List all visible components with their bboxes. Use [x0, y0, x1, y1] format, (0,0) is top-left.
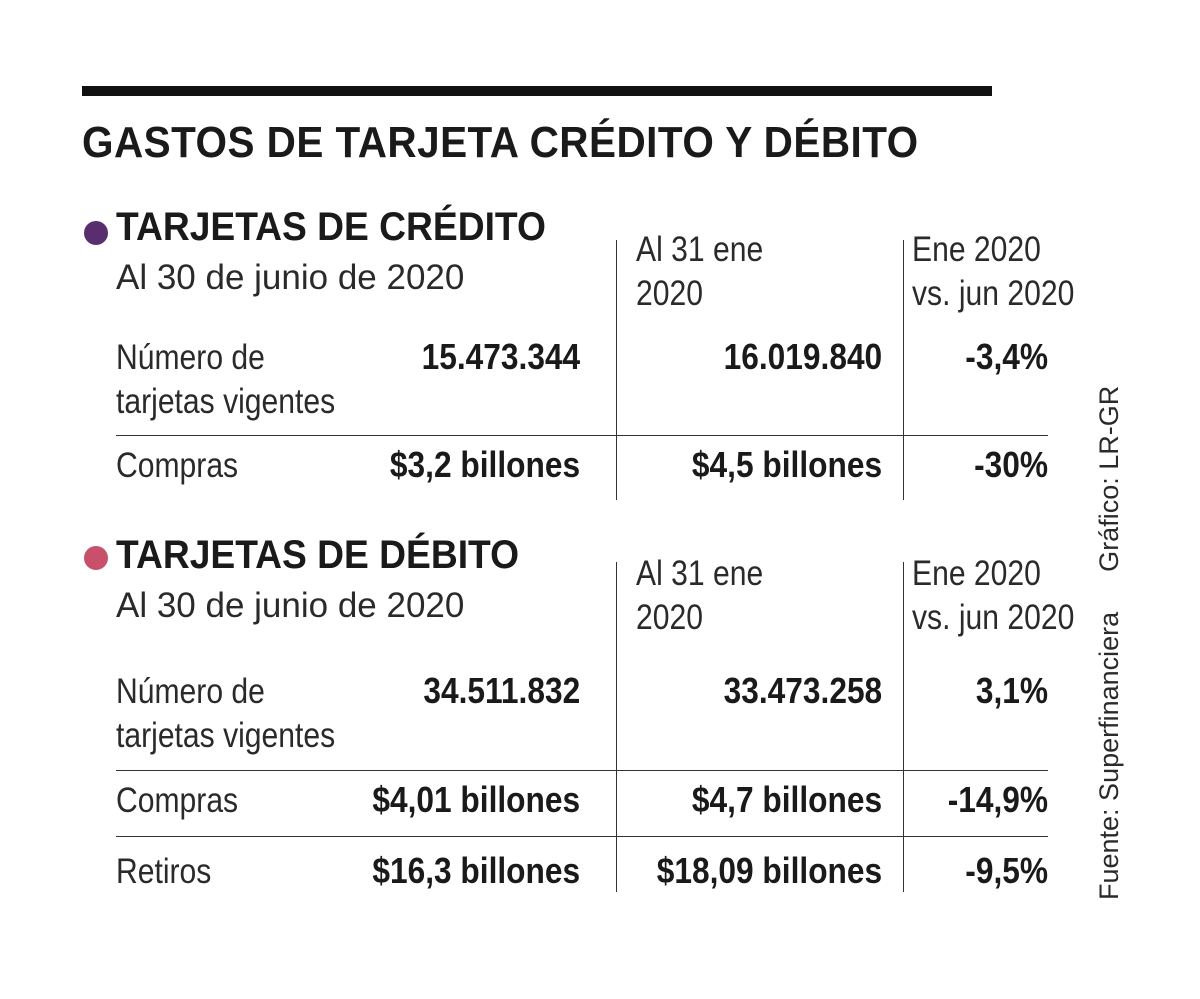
debit-col3-header: Ene 2020 vs. jun 2020: [912, 554, 1075, 637]
debit-row-cards-label: Número de tarjetas vigentes: [116, 672, 336, 755]
debit-row-divider-1: [116, 770, 1048, 771]
debit-purchases-current: $4,01 billones: [372, 779, 580, 820]
credit-col3-header: Ene 2020 vs. jun 2020: [912, 230, 1075, 313]
debit-row-divider-2: [116, 836, 1048, 837]
debit-subtitle: Al 30 de junio de 2020: [116, 586, 465, 625]
debit-section-title: TARJETAS DE DÉBITO: [116, 533, 520, 577]
debit-purchases-change: -14,9%: [947, 779, 1048, 820]
credit-cards-current: 15.473.344: [421, 336, 580, 377]
credit-divider-1: [616, 240, 617, 500]
debit-row-purchases-label: Compras: [116, 781, 239, 820]
credit-cards-change: -3,4%: [965, 336, 1048, 377]
top-rule: [82, 86, 992, 96]
debit-withdrawals-change: -9,5%: [965, 850, 1048, 891]
credit-subtitle: Al 30 de junio de 2020: [116, 258, 465, 297]
credit-purchases-change: -30%: [974, 444, 1048, 485]
graphic-credit-text: Gráfico: LR-GR: [1094, 385, 1124, 572]
page-title: GASTOS DE TARJETA CRÉDITO Y DÉBITO: [82, 118, 919, 167]
debit-divider-2: [903, 562, 904, 892]
debit-purchases-jan: $4,7 billones: [691, 779, 882, 820]
credit-row-purchases-label: Compras: [116, 446, 239, 485]
credit-col2-header: Al 31 ene 2020: [636, 230, 764, 313]
debit-dot-icon: [84, 546, 108, 570]
debit-row-withdrawals-label: Retiros: [116, 852, 212, 891]
credit-purchases-current: $3,2 billones: [389, 444, 580, 485]
source-credit-text: Fuente: Superfinanciera Gráfico: LR-GR: [1094, 386, 1125, 900]
credit-cards-jan: 16.019.840: [723, 336, 882, 377]
debit-withdrawals-current: $16,3 billones: [372, 850, 580, 891]
credit-row-cards-label: Número de tarjetas vigentes: [116, 338, 336, 421]
source-text: Fuente: Superfinanciera: [1094, 611, 1124, 900]
debit-withdrawals-jan: $18,09 billones: [656, 850, 882, 891]
credit-dot-icon: [84, 221, 108, 245]
credit-row-divider: [116, 435, 1048, 436]
credit-section-title: TARJETAS DE CRÉDITO: [116, 205, 546, 249]
debit-cards-current: 34.511.832: [423, 670, 580, 711]
debit-cards-jan: 33.473.258: [723, 670, 882, 711]
debit-divider-1: [616, 562, 617, 892]
credit-purchases-jan: $4,5 billones: [691, 444, 882, 485]
debit-col2-header: Al 31 ene 2020: [636, 554, 764, 637]
credit-divider-2: [903, 240, 904, 500]
debit-cards-change: 3,1%: [975, 670, 1048, 711]
